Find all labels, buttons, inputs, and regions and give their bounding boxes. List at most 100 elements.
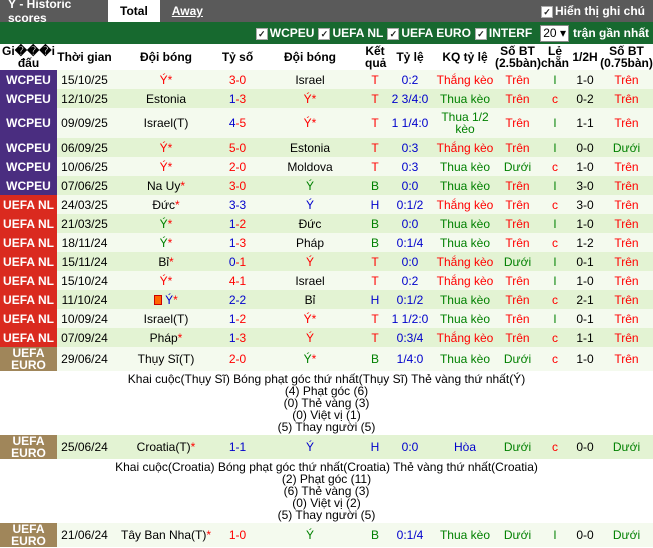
table-row[interactable]: UEFA NL 07/09/24 Pháp* 1-3 Ý T 0:3/4 Thắng kèo T…	[0, 328, 653, 347]
score-separator: -	[235, 116, 240, 130]
league-cell: UEFA NL	[0, 252, 57, 271]
table-row[interactable]: UEFA NL 11/10/24 Ý* 2-2 Bỉ H 0:1/2 Thua kèo Trên…	[0, 290, 653, 309]
home-goals: 3	[228, 72, 236, 87]
handicap-result-cell: Thua kèo	[435, 523, 495, 547]
home-goals: 1	[228, 311, 236, 326]
score-cell: 4-5	[220, 108, 255, 138]
home-cell: Na Uy*	[112, 176, 220, 195]
over-under-cell: Trên	[495, 70, 540, 89]
table-row[interactable]: UEFA EURO 25/06/24 Croatia(T)* 1-1 Ý H 0:0 Hòa D…	[0, 435, 653, 459]
table-row[interactable]: WCPEU 09/09/25 Israel(T) 4-5 Ý* T 1 1/4:0 Thua …	[0, 108, 653, 138]
over-under: Dưới	[503, 352, 532, 366]
away-goals: 1	[239, 440, 247, 454]
score-separator: -	[235, 330, 240, 345]
league-cell: UEFA NL	[0, 290, 57, 309]
league-label: UEFA NL	[3, 197, 54, 212]
half-time-cell: 0-1	[570, 309, 600, 328]
score-separator: -	[235, 197, 240, 212]
match-count-select[interactable]: 20 ▾	[540, 24, 569, 42]
score-cell: 1-3	[220, 233, 255, 252]
over-under-half: Trên	[614, 254, 639, 269]
over-under-cell: Dưới	[495, 523, 540, 547]
home-goals: 4	[228, 273, 236, 288]
result-cell: T	[365, 252, 385, 271]
checkbox-icon[interactable]: ✓	[474, 27, 487, 40]
match-count-value: 20	[543, 25, 557, 40]
table-row[interactable]: UEFA NL 24/03/25 Đức* 3-3 Ý H 0:1/2 Thắng kèo Tr…	[0, 195, 653, 214]
over-under-half-cell: Trên	[600, 214, 653, 233]
tab-away[interactable]: Away	[171, 4, 203, 18]
table-row[interactable]: WCPEU 15/10/25 Ý* 3-0 Israel T 0:2 Thắng kèo Trê…	[0, 70, 653, 89]
half-time-cell: 1-0	[570, 347, 600, 371]
table-row[interactable]: UEFA EURO 21/06/24 Tây Ban Nha(T)* 1-0 Ý B 0:1…	[0, 523, 653, 547]
over-under: Trên	[505, 72, 530, 87]
home-cell: Ý*	[112, 70, 220, 89]
half-time-cell: 0-1	[570, 252, 600, 271]
table-row[interactable]: WCPEU 06/09/25 Ý* 5-0 Estonia T 0:3 Thắng kèo Tr…	[0, 138, 653, 157]
over-under-cell: Trên	[495, 214, 540, 233]
odd-even-cell: l	[540, 176, 570, 195]
handicap-result-cell: Thắng kèo	[435, 328, 495, 347]
home-cell: Ý*	[112, 290, 220, 309]
over-under-half: Trên	[614, 235, 639, 250]
filter-wcpeu[interactable]: ✓ WCPEU	[255, 26, 315, 40]
home-goals: 1	[228, 216, 236, 231]
column-header: Gi���i đấu	[0, 44, 57, 70]
half-time-cell: 0-2	[570, 89, 600, 108]
filter-interf[interactable]: ✓ INTERF	[474, 26, 532, 40]
table-row[interactable]: UEFA NL 18/11/24 Ý* 1-3 Pháp B 0:1/4 Thua kèo Tr…	[0, 233, 653, 252]
away-goals: 3	[239, 330, 247, 345]
detail-line: Khai cuộc(Thụy Sĩ) Bóng phạt góc thứ nhấ…	[127, 372, 526, 386]
table-row[interactable]: UEFA NL 15/11/24 Bỉ* 0-1 Ý T 0:0 Thắng kèo Dưới l…	[0, 252, 653, 271]
odd-even-cell: c	[540, 435, 570, 459]
handicap-cell: 1/4:0	[385, 347, 435, 371]
league-cell: UEFA NL	[0, 271, 57, 290]
away-team: Estonia	[289, 140, 331, 155]
table-row[interactable]: WCPEU 12/10/25 Estonia 1-3 Ý* T 2 3/4:0 Thua kè…	[0, 89, 653, 108]
away-goals: 0	[239, 72, 247, 87]
table-row[interactable]: UEFA NL 21/03/25 Ý* 1-2 Đức B 0:0 Thua kèo Trên l…	[0, 214, 653, 233]
checkbox-icon[interactable]: ✓	[541, 5, 553, 18]
home-team: Israel(T)	[143, 311, 189, 326]
half-time-score: 0-0	[576, 140, 594, 155]
handicap-result-cell: Thua kèo	[435, 214, 495, 233]
show-notes-toggle[interactable]: ✓ Hiển thị ghi chú	[541, 4, 645, 18]
handicap-result: Thua kèo	[439, 216, 491, 231]
score-separator: -	[235, 273, 240, 288]
over-under-half-cell: Trên	[600, 108, 653, 138]
odd-even: c	[552, 352, 558, 366]
away-team: Ý	[305, 440, 314, 454]
match-details: Khai cuộc(Thụy Sĩ) Bóng phạt góc thứ nhấ…	[0, 371, 653, 435]
table-row[interactable]: UEFA NL 15/10/24 Ý* 4-1 Israel T 0:2 Thắng kèo T…	[0, 271, 653, 290]
table-row[interactable]: UEFA EURO 29/06/24 Thụy Sĩ(T) 2-0 Ý* B 1/4:0 Th…	[0, 347, 653, 371]
over-under-half: Trên	[614, 273, 639, 288]
handicap: 0:0	[401, 216, 419, 231]
checkbox-icon[interactable]: ✓	[255, 27, 268, 40]
odd-even-cell: c	[540, 195, 570, 214]
filter-label: WCPEU	[269, 26, 315, 40]
over-under: Dưới	[503, 254, 532, 269]
home-team: Đức	[152, 197, 176, 212]
over-under: Trên	[505, 116, 530, 130]
handicap: 1 1/2:0	[391, 311, 429, 326]
half-time-cell: 1-1	[570, 328, 600, 347]
table-row[interactable]: WCPEU 10/06/25 Ý* 2-0 Moldova T 0:3 Thua kèo Dướ…	[0, 157, 653, 176]
checkbox-icon[interactable]: ✓	[318, 27, 331, 40]
away-cell: Đức	[255, 214, 365, 233]
handicap-cell: 0:1/4	[385, 233, 435, 252]
handicap-result: Thắng kèo	[436, 273, 494, 288]
over-under: Dưới	[503, 528, 532, 542]
away-goals: 1	[239, 273, 247, 288]
home-cell: Croatia(T)*	[112, 435, 220, 459]
filter-uefa-nl[interactable]: ✓ UEFA NL	[318, 26, 383, 40]
checkbox-icon[interactable]: ✓	[387, 27, 400, 40]
away-cell: Ý*	[255, 89, 365, 108]
score-separator: -	[235, 72, 240, 87]
filter-uefa-euro[interactable]: ✓ UEFA EURO	[387, 26, 471, 40]
table-row[interactable]: UEFA NL 10/09/24 Israel(T) 1-2 Ý* T 1 1/2:0 Thu…	[0, 309, 653, 328]
table-row[interactable]: WCPEU 07/06/25 Na Uy* 3-0 Ý B 0:0 Thua kèo Trên l…	[0, 176, 653, 195]
home-goals: 4	[228, 116, 236, 130]
handicap-result-cell: Thắng kèo	[435, 271, 495, 290]
away-goals: 0	[239, 140, 247, 155]
tab-total[interactable]: Total	[108, 0, 160, 22]
